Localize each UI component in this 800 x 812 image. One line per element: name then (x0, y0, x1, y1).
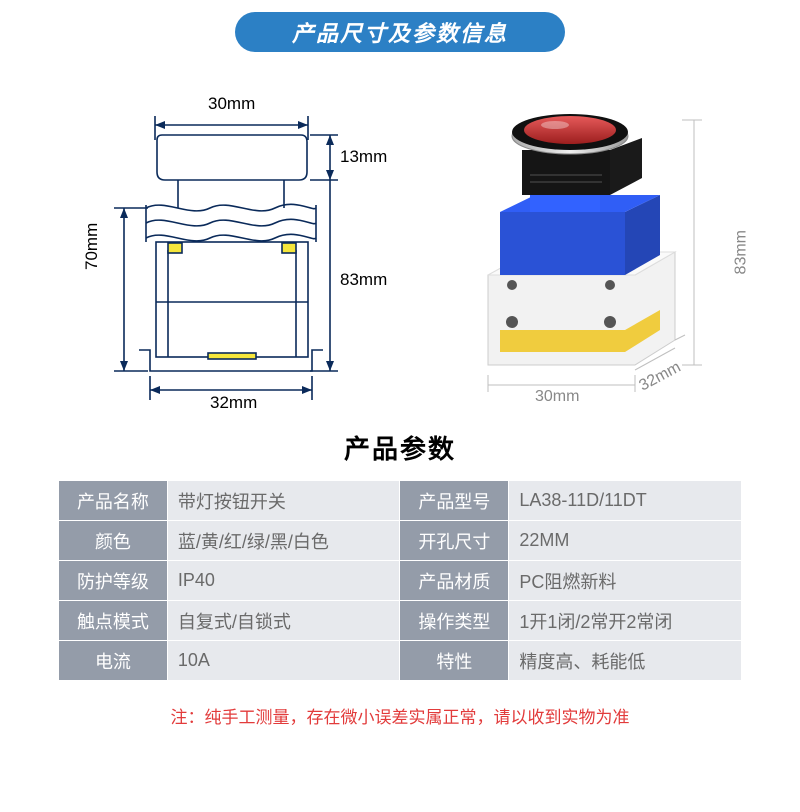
param-value: LA38-11D/11DT (509, 481, 742, 521)
param-label: 特性 (400, 641, 509, 681)
param-value: 蓝/黄/红/绿/黑/白色 (167, 521, 400, 561)
dim-top-width: 30mm (208, 94, 255, 114)
param-value: 1开1闭/2常开2常闭 (509, 601, 742, 641)
param-value: PC阻燃新料 (509, 561, 742, 601)
param-value: 带灯按钮开关 (167, 481, 400, 521)
param-value: 22MM (509, 521, 742, 561)
param-value: 自复式/自锁式 (167, 601, 400, 641)
product-schematic: 30mm 13mm 83mm 70mm 32mm (70, 80, 390, 415)
footnote: 注：纯手工测量，存在微小误差实属正常，请以收到实物为准 (0, 703, 800, 728)
params-title: 产品参数 (0, 429, 800, 466)
header-pill: 产品尺寸及参数信息 (235, 12, 565, 52)
params-table: 产品名称带灯按钮开关产品型号LA38-11D/11DT 颜色蓝/黄/红/绿/黑/白… (58, 480, 742, 681)
param-label: 触点模式 (59, 601, 168, 641)
param-label: 防护等级 (59, 561, 168, 601)
footnote-text: 注：纯手工测量，存在微小误差实属正常，请以收到实物为准 (171, 708, 630, 727)
param-label: 产品名称 (59, 481, 168, 521)
photo-dim-height: 83mm (732, 230, 750, 274)
schematic-svg (70, 80, 390, 415)
param-value: 10A (167, 641, 400, 681)
param-label: 颜色 (59, 521, 168, 561)
header-text: 产品尺寸及参数信息 (292, 16, 508, 48)
param-value: 精度高、耗能低 (509, 641, 742, 681)
param-label: 操作类型 (400, 601, 509, 641)
param-label: 开孔尺寸 (400, 521, 509, 561)
product-photo: 83mm 30mm 32mm (450, 80, 750, 415)
param-value: IP40 (167, 561, 400, 601)
param-label: 产品材质 (400, 561, 509, 601)
photo-dim-width1: 30mm (535, 388, 579, 406)
dim-bottom-width: 32mm (210, 393, 257, 413)
param-label: 电流 (59, 641, 168, 681)
dim-body-height: 83mm (340, 270, 387, 290)
dim-head-height: 13mm (340, 147, 387, 167)
param-label: 产品型号 (400, 481, 509, 521)
dim-left-height: 70mm (82, 223, 102, 270)
photo-svg (450, 80, 750, 415)
